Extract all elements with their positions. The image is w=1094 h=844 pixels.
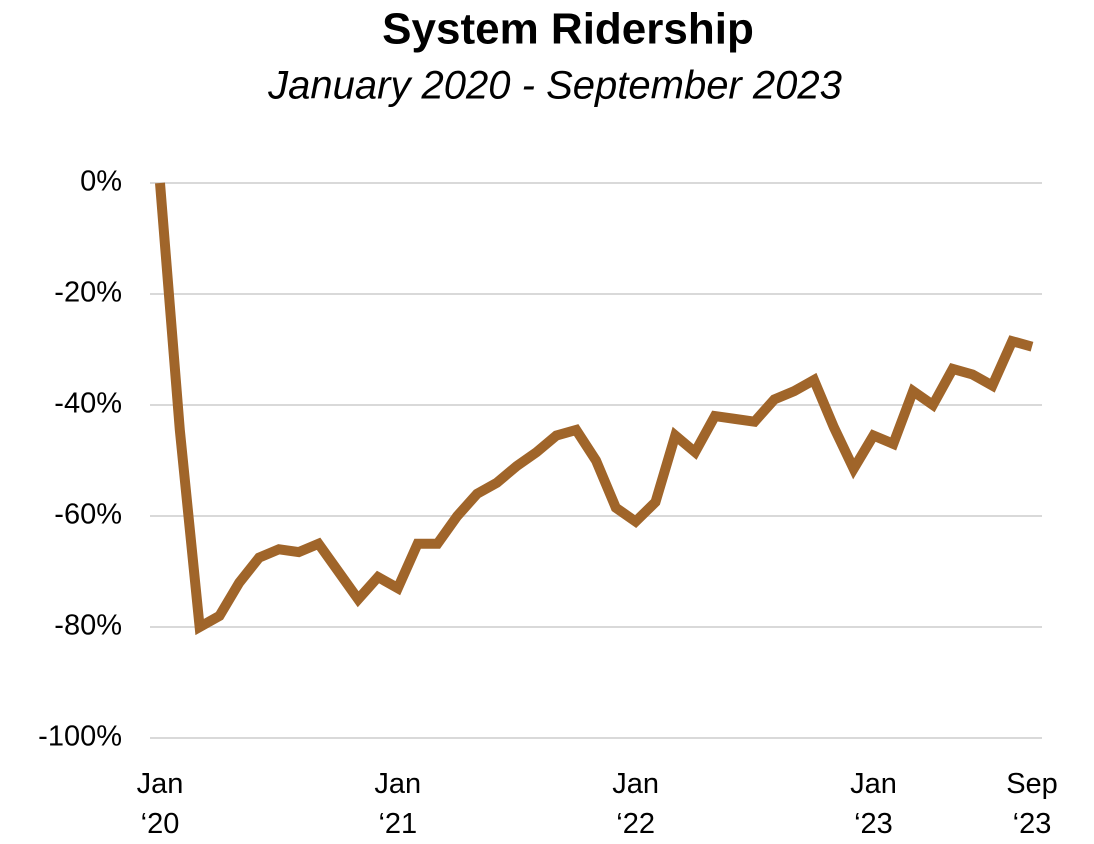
x-tick-label: Jan ‘20: [137, 768, 184, 839]
x-tick-label: Jan ‘21: [374, 768, 421, 839]
x-tick-label: Jan ‘23: [850, 768, 897, 839]
x-tick-label: Sep ‘23: [1006, 768, 1058, 839]
line-series: [155, 182, 1034, 636]
y-tick-label: -20%: [54, 277, 122, 309]
y-tick-label: 0%: [80, 166, 122, 198]
y-tick-label: -100%: [38, 721, 122, 753]
y-tick-label: -60%: [54, 499, 122, 531]
y-tick-label: -40%: [54, 388, 122, 420]
y-tick-label: -80%: [54, 610, 122, 642]
chart-subtitle: January 2020 - September 2023: [267, 64, 842, 108]
x-tick-label: Jan ‘22: [612, 768, 659, 839]
chart-title: System Ridership: [382, 5, 754, 54]
